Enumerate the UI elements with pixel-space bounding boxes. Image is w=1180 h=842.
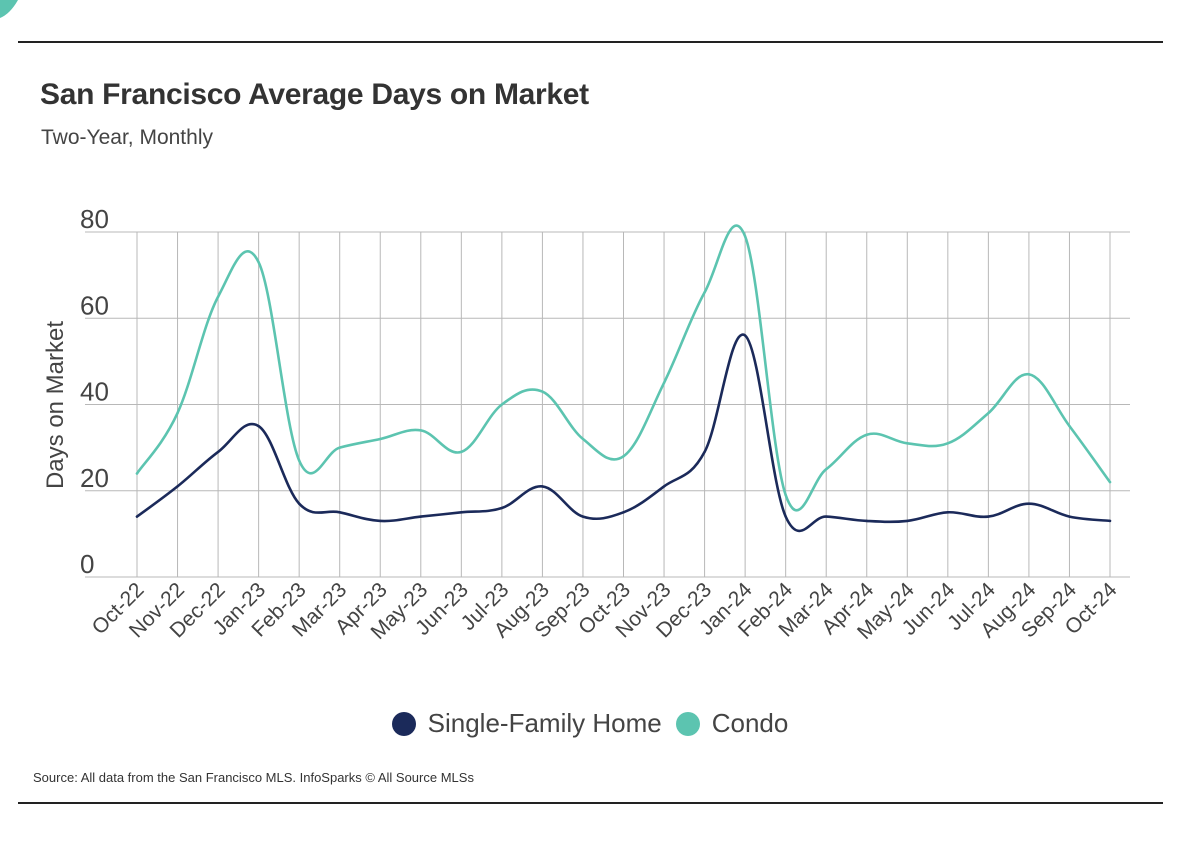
data-point-condo xyxy=(419,429,422,432)
data-point-single-family-home xyxy=(419,515,422,518)
chart-subtitle: Two-Year, Monthly xyxy=(41,126,213,149)
data-point-condo xyxy=(581,437,585,441)
legend-label-single-family: Single-Family Home xyxy=(427,708,662,738)
data-point-condo xyxy=(1027,373,1031,376)
data-point-single-family-home xyxy=(581,515,585,518)
data-point-condo xyxy=(379,437,382,441)
legend-swatch-single-family xyxy=(391,711,416,736)
data-point-single-family-home xyxy=(906,519,909,523)
data-point-condo xyxy=(987,411,990,415)
data-point-condo xyxy=(784,493,787,497)
data-point-single-family-home xyxy=(946,511,950,514)
data-point-single-family-home xyxy=(987,515,990,518)
data-point-single-family-home xyxy=(338,511,341,514)
data-point-condo xyxy=(622,455,625,458)
data-point-condo xyxy=(946,442,950,445)
data-point-condo xyxy=(865,433,868,436)
top-rule xyxy=(18,41,1163,43)
data-point-condo xyxy=(662,381,666,385)
data-point-single-family-home xyxy=(176,485,179,488)
data-point-single-family-home xyxy=(1108,519,1112,523)
data-point-single-family-home xyxy=(825,515,828,518)
data-point-condo xyxy=(135,472,139,475)
legend-item-single-family: Single-Family Home xyxy=(391,708,662,739)
data-point-condo xyxy=(906,442,909,445)
data-point-condo xyxy=(743,235,747,238)
source-note: Source: All data from the San Francisco … xyxy=(33,770,474,785)
corner-accent-icon xyxy=(0,0,18,18)
series-lines xyxy=(135,224,1112,533)
data-point-single-family-home xyxy=(743,334,747,337)
grid-lines xyxy=(85,231,1130,578)
data-point-condo xyxy=(257,260,260,264)
y-tick-label: 60 xyxy=(80,290,109,320)
line-chart: 0 20 40 60 80 Oct-22Nov-22Dec-22Jan-23Feb-23… xyxy=(42,204,1130,644)
data-point-single-family-home xyxy=(257,424,260,428)
x-tick-labels: Oct-22Nov-22Dec-22Jan-23Feb-23Mar-23Apr-… xyxy=(88,578,1122,644)
data-point-condo xyxy=(297,459,301,462)
data-point-single-family-home xyxy=(865,519,868,523)
legend-item-condo: Condo xyxy=(675,708,789,739)
data-point-condo xyxy=(176,411,179,415)
chart-legend: Single-Family Home Condo xyxy=(0,708,1180,739)
data-point-single-family-home xyxy=(662,485,666,488)
data-point-condo xyxy=(825,467,828,471)
data-point-condo xyxy=(703,291,706,294)
y-tick-label: 20 xyxy=(80,463,109,493)
legend-swatch-condo xyxy=(675,711,700,736)
y-tick-label: 80 xyxy=(80,204,109,234)
data-point-single-family-home xyxy=(135,515,139,518)
data-point-single-family-home xyxy=(379,519,382,523)
bottom-rule xyxy=(18,802,1163,804)
y-tick-labels: 0 20 40 60 80 xyxy=(80,204,109,579)
data-point-single-family-home xyxy=(500,506,504,510)
legend-label-condo: Condo xyxy=(711,708,789,738)
data-point-single-family-home xyxy=(784,515,787,518)
data-point-single-family-home xyxy=(541,485,544,488)
data-point-single-family-home xyxy=(622,511,625,514)
data-point-condo xyxy=(338,446,341,449)
data-point-single-family-home xyxy=(460,511,463,514)
data-point-condo xyxy=(216,295,220,298)
data-point-condo xyxy=(1108,480,1112,484)
chart-title: San Francisco Average Days on Market xyxy=(40,78,589,111)
data-point-single-family-home xyxy=(216,450,220,454)
data-point-condo xyxy=(1068,424,1071,428)
data-point-condo xyxy=(500,403,504,406)
series-line-condo xyxy=(135,224,1112,512)
data-point-single-family-home xyxy=(1027,502,1031,505)
data-point-condo xyxy=(541,390,544,393)
data-point-single-family-home xyxy=(703,450,706,454)
data-point-condo xyxy=(460,450,463,454)
data-point-single-family-home xyxy=(1068,515,1071,518)
y-tick-label: 40 xyxy=(80,377,109,407)
y-tick-label: 0 xyxy=(80,549,94,579)
data-point-single-family-home xyxy=(297,502,301,505)
y-axis-label: Days on Market xyxy=(42,321,69,489)
